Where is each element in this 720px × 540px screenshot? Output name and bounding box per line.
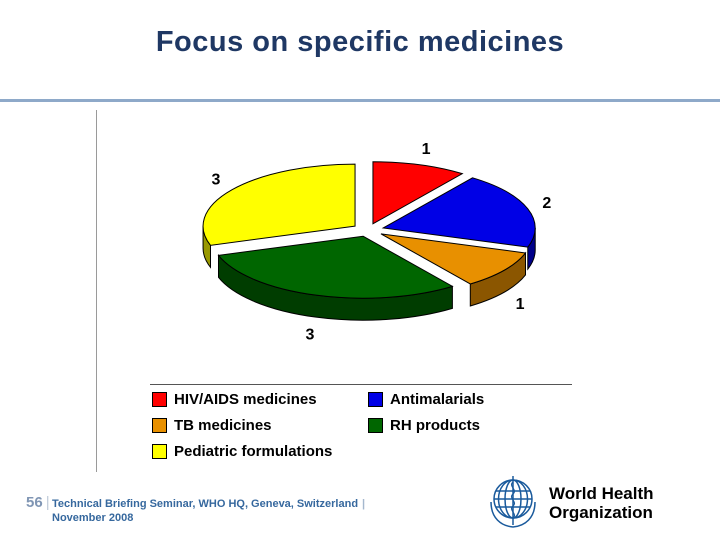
footer-caption-line2: November 2008 [52,512,134,524]
legend-label: HIV/AIDS medicines [174,391,317,408]
footer-caption-line1: Technical Briefing Seminar, WHO HQ, Gene… [52,498,359,510]
pie-data-label: 3 [211,172,220,189]
who-logo-text: World Health Organization [549,484,654,522]
pie-data-label: 1 [422,141,431,158]
page-number: 56 | [26,494,50,511]
legend-item: TB medicines [152,417,368,434]
footer-caption-separator: | [362,498,366,510]
legend-swatch [368,418,383,433]
title-divider [0,99,720,102]
pie-data-label: 3 [305,327,314,344]
left-border-line [96,110,97,472]
legend-item: RH products [368,417,584,434]
pie-data-label: 2 [542,195,551,212]
who-text-line1: World Health [549,484,654,503]
legend-swatch [368,392,383,407]
legend-label: Pediatric formulations [174,443,333,460]
page-number-value: 56 [26,494,43,511]
legend-label: TB medicines [174,417,272,434]
page-number-separator: | [45,494,50,511]
legend-swatch [152,392,167,407]
legend-label: Antimalarials [390,391,485,408]
who-emblem-icon [490,476,536,528]
legend-swatch [152,418,167,433]
legend-swatch [152,444,167,459]
footer-caption: Technical Briefing Seminar, WHO HQ, Gene… [52,497,365,525]
slide-title: Focus on specific medicines [155,26,565,58]
legend-item: Pediatric formulations [152,443,368,460]
legend-item: Antimalarials [368,391,584,408]
legend-divider-line [150,384,572,385]
pie-data-label: 1 [516,296,525,313]
who-logo: World Health Organization [484,474,654,532]
chart-legend: HIV/AIDS medicines Antimalarials TB medici… [152,391,584,460]
legend-label: RH products [390,417,480,434]
legend-item: HIV/AIDS medicines [152,391,368,408]
who-text-line2: Organization [549,503,653,522]
